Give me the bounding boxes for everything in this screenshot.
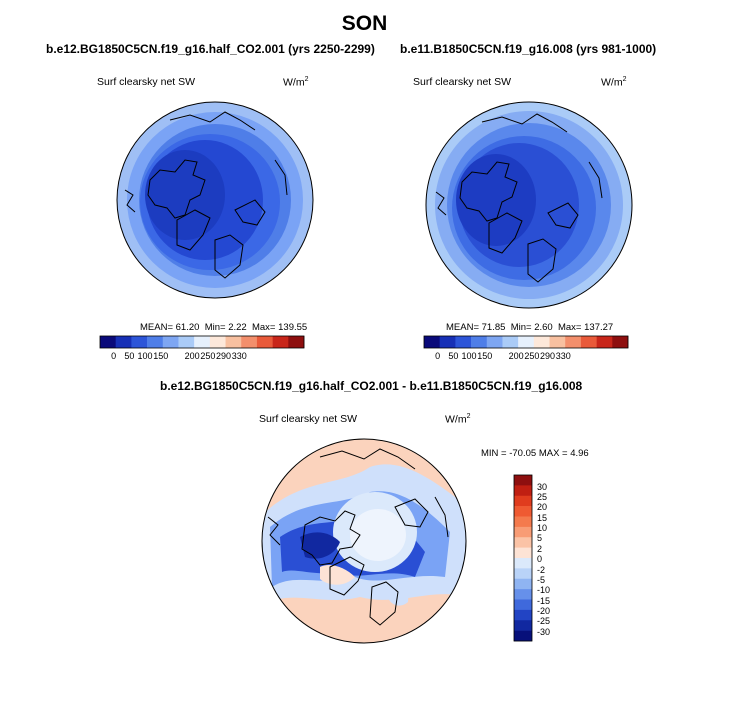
left-colorbar: [99, 335, 305, 349]
diff-colorbar-tick-label: 2: [537, 543, 543, 554]
left-colorbar-box: [147, 336, 164, 348]
left-colorbar-box: [115, 336, 132, 348]
diff-panel-title: b.e12.BG1850C5CN.f19_g16.half_CO2.001 - …: [160, 379, 583, 393]
left-polar-map: [116, 101, 314, 299]
diff-colorbar-tick-label: -20: [537, 606, 551, 617]
diff-colorbar-tick-label: -10: [537, 585, 551, 596]
diff-colorbar-box: [514, 609, 532, 621]
left-colorbar-box: [241, 336, 258, 348]
right-units-label: W/m2: [601, 76, 627, 89]
diff-colorbar-box: [514, 630, 532, 642]
diff-variable-label: Surf clearsky net SW: [259, 413, 358, 425]
diff-colorbar-tick-label: -15: [537, 595, 551, 606]
diff-colorbar-box: [514, 537, 532, 548]
diff-colorbar-box: [514, 547, 532, 559]
diff-colorbar-outline: [513, 474, 533, 642]
diff-colorbar-tick-label: 25: [537, 491, 548, 502]
right-colorbar-tick-label: 150: [477, 351, 493, 361]
diff-colorbar-tick-label: 0: [537, 554, 543, 565]
left-colorbar-outline: [99, 335, 305, 349]
diff-colorbar-ticks: 30 25 20 15 10 5 2 0 -2 -5 -10 -15 -20 -25 -30: [537, 475, 567, 641]
right-stats: MEAN= 71.85 Min= 2.60 Max= 137.27: [446, 322, 614, 333]
diff-colorbar-tick-label: 10: [537, 523, 548, 534]
left-colorbar-tick-label: 150: [153, 351, 169, 361]
diff-colorbar-box: [514, 526, 532, 538]
left-colorbar-tick-label: 330: [231, 351, 247, 361]
diff-colorbar-tick-label: 30: [537, 481, 548, 492]
left-colorbar-ticks: 0 50 100 150 200 250 290 330: [100, 351, 304, 363]
diff-units-label: W/m2: [445, 413, 471, 426]
diff-colorbar-tick-label: -25: [537, 616, 551, 627]
right-polar-map: [425, 101, 633, 309]
left-panel-title: b.e12.BG1850C5CN.f19_g16.half_CO2.001 (y…: [46, 42, 375, 56]
right-colorbar-box: [518, 336, 535, 348]
right-colorbar-ticks: 0 50 100 150 200 250 290 330: [424, 351, 628, 363]
right-colorbar-box: [439, 336, 456, 348]
left-colorbar-box: [288, 336, 305, 348]
right-colorbar-box: [549, 336, 566, 348]
right-colorbar-box: [455, 336, 472, 348]
left-colorbar-box: [162, 336, 179, 348]
left-colorbar-box: [272, 336, 289, 348]
diff-colorbar-box: [514, 516, 532, 528]
diff-colorbar: [513, 474, 533, 642]
right-colorbar-tick-label: 330: [555, 351, 571, 361]
right-colorbar-tick-label: 0: [435, 351, 441, 361]
right-colorbar-tick-label: 50: [448, 351, 459, 361]
left-colorbar-box: [256, 336, 273, 348]
diff-colorbar-tick-label: 15: [537, 512, 548, 523]
right-colorbar-tick-label: 100: [461, 351, 477, 361]
right-panel-title: b.e11.B1850C5CN.f19_g16.008 (yrs 981-100…: [400, 42, 657, 56]
left-colorbar-tick-label: 100: [137, 351, 153, 361]
right-colorbar-box: [486, 336, 503, 348]
diff-colorbar-box: [514, 568, 532, 580]
left-colorbar-tick-label: 290: [216, 351, 232, 361]
left-colorbar-box: [178, 336, 195, 348]
left-colorbar-box: [100, 336, 116, 348]
diff-colorbar-box: [514, 485, 532, 497]
right-colorbar: [423, 335, 629, 349]
right-colorbar-box: [565, 336, 582, 348]
diff-colorbar-box: [514, 506, 532, 517]
right-colorbar-box: [596, 336, 613, 348]
diff-colorbar-tick-label: 5: [537, 533, 543, 544]
right-colorbar-box: [502, 336, 519, 348]
diff-colorbar-tick-label: -30: [537, 626, 551, 637]
right-variable-label: Surf clearsky net SW: [413, 76, 512, 88]
right-colorbar-box: [612, 336, 629, 348]
left-colorbar-tick-label: 0: [111, 351, 117, 361]
left-colorbar-box: [194, 336, 211, 348]
diff-colorbar-box: [514, 620, 532, 631]
diff-colorbar-box: [514, 578, 532, 590]
right-colorbar-box: [424, 336, 440, 348]
diff-colorbar-box: [514, 599, 532, 611]
left-colorbar-box: [225, 336, 242, 348]
left-colorbar-tick-label: 50: [124, 351, 135, 361]
figure-title: SON: [341, 12, 388, 35]
right-colorbar-outline: [423, 335, 629, 349]
right-colorbar-box: [533, 336, 550, 348]
diff-minmax: MIN = -70.05 MAX = 4.96: [481, 448, 589, 459]
right-colorbar-tick-label: 250: [524, 351, 540, 361]
right-colorbar-tick-label: 200: [508, 351, 524, 361]
right-colorbar-box: [471, 336, 488, 348]
left-colorbar-tick-label: 250: [200, 351, 216, 361]
diff-colorbar-box: [514, 475, 532, 486]
left-colorbar-box: [209, 336, 226, 348]
diff-colorbar-tick-label: 20: [537, 502, 548, 513]
left-variable-label: Surf clearsky net SW: [97, 76, 196, 88]
diff-colorbar-box: [514, 495, 532, 507]
diff-polar-map: [261, 438, 467, 644]
right-colorbar-box: [580, 336, 597, 348]
left-stats: MEAN= 61.20 Min= 2.22 Max= 139.55: [140, 322, 308, 333]
left-colorbar-box: [131, 336, 148, 348]
diff-colorbar-tick-label: -2: [537, 564, 546, 575]
diff-colorbar-box: [514, 589, 532, 600]
right-colorbar-tick-label: 290: [540, 351, 556, 361]
diff-colorbar-box: [514, 558, 532, 569]
left-colorbar-tick-label: 200: [184, 351, 200, 361]
left-units-label: W/m2: [283, 76, 309, 89]
diff-colorbar-tick-label: -5: [537, 574, 546, 585]
